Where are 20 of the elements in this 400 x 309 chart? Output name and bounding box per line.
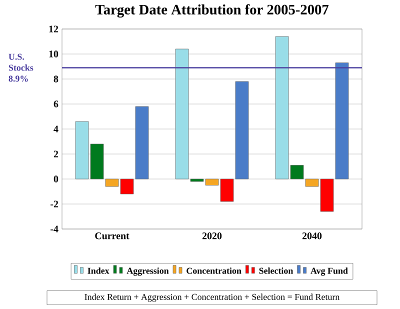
legend-label: Avg Fund bbox=[310, 268, 348, 276]
text: Index Return + Aggression + Concentration + Selection = Fund Return bbox=[84, 294, 340, 302]
y-tick-label: -2 bbox=[50, 200, 58, 208]
chart-title: Target Date Attribution for 2005-2007 bbox=[95, 4, 329, 18]
legend-label: Aggression bbox=[126, 268, 169, 276]
legend-label: Selection bbox=[259, 268, 294, 274]
y-tick-label: 6 bbox=[54, 100, 58, 108]
y-tick-label: -4 bbox=[50, 226, 58, 232]
legend-label: Index bbox=[88, 268, 110, 274]
y-tick-label: 10 bbox=[49, 50, 58, 58]
x-tick-label: 2020 bbox=[202, 232, 222, 240]
y-tick-label: 8 bbox=[54, 76, 58, 82]
y-tick-label: 12 bbox=[49, 26, 58, 32]
x-tick-label: 2040 bbox=[302, 232, 322, 240]
x-tick-label: Current bbox=[95, 232, 130, 240]
y-tick-label: 4 bbox=[54, 126, 58, 132]
y-tick-label: 2 bbox=[54, 150, 58, 158]
legend-label: Concentration bbox=[186, 268, 242, 274]
ref-line-label: U.S. Stocks 8.9% bbox=[8, 54, 34, 82]
y-tick-label: 0 bbox=[54, 176, 58, 182]
